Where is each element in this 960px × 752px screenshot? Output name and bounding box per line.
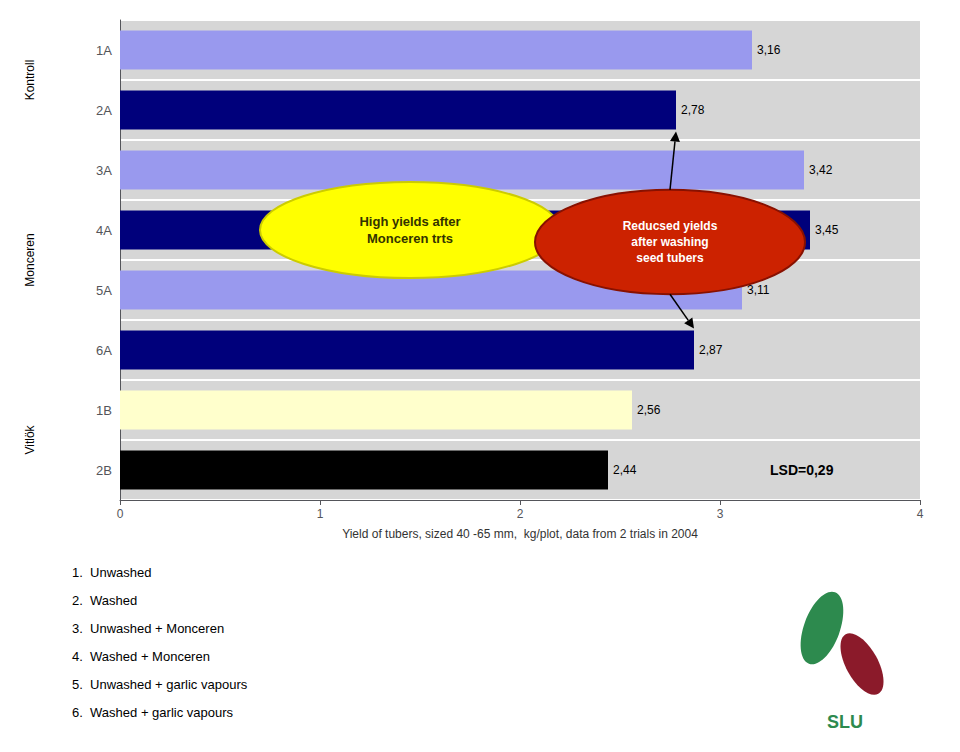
svg-text:1B: 1B	[96, 403, 112, 418]
svg-text:6. Washed + garlic vapours: 6. Washed + garlic vapours	[72, 705, 234, 720]
svg-text:Yield of tubers, sized 40 -65: Yield of tubers, sized 40 -65 mm, kg/plo…	[342, 527, 698, 541]
svg-text:1A: 1A	[96, 43, 112, 58]
svg-text:Monceren: Monceren	[23, 233, 37, 286]
svg-text:2,56: 2,56	[637, 403, 661, 417]
svg-text:Reducsed yields: Reducsed yields	[623, 219, 718, 233]
svg-text:6A: 6A	[96, 343, 112, 358]
svg-text:4: 4	[917, 507, 924, 521]
svg-text:2,87: 2,87	[699, 343, 723, 357]
svg-text:5. Unwashed + garlic vapours: 5. Unwashed + garlic vapours	[72, 677, 248, 692]
svg-text:High yields after: High yields after	[359, 214, 460, 229]
svg-text:3: 3	[717, 507, 724, 521]
svg-text:2: 2	[517, 507, 524, 521]
svg-text:Vitlök: Vitlök	[23, 424, 37, 454]
svg-text:2B: 2B	[96, 463, 112, 478]
svg-text:Kontroll: Kontroll	[23, 60, 37, 101]
svg-text:3,11: 3,11	[747, 283, 770, 297]
svg-text:2A: 2A	[96, 103, 112, 118]
svg-text:3A: 3A	[96, 163, 112, 178]
svg-text:2,78: 2,78	[681, 103, 705, 117]
svg-text:2,44: 2,44	[613, 463, 637, 477]
svg-text:3,42: 3,42	[809, 163, 833, 177]
svg-text:1: 1	[317, 507, 324, 521]
svg-text:SLU: SLU	[827, 712, 863, 732]
svg-text:3,45: 3,45	[815, 223, 839, 237]
svg-text:3. Unwashed + Monceren: 3. Unwashed + Monceren	[72, 621, 224, 636]
svg-text:Monceren trts: Monceren trts	[367, 231, 453, 246]
svg-text:3,16: 3,16	[757, 43, 781, 57]
svg-text:LSD=0,29: LSD=0,29	[770, 462, 834, 478]
svg-text:0: 0	[117, 507, 124, 521]
svg-text:after washing: after washing	[631, 235, 708, 249]
svg-text:4. Washed + Monceren: 4. Washed + Monceren	[72, 649, 210, 664]
svg-text:seed tubers: seed tubers	[636, 251, 704, 265]
svg-text:5A: 5A	[96, 283, 112, 298]
svg-text:1. Unwashed: 1. Unwashed	[72, 565, 152, 580]
svg-text:2. Washed: 2. Washed	[72, 593, 137, 608]
svg-text:4A: 4A	[96, 223, 112, 238]
